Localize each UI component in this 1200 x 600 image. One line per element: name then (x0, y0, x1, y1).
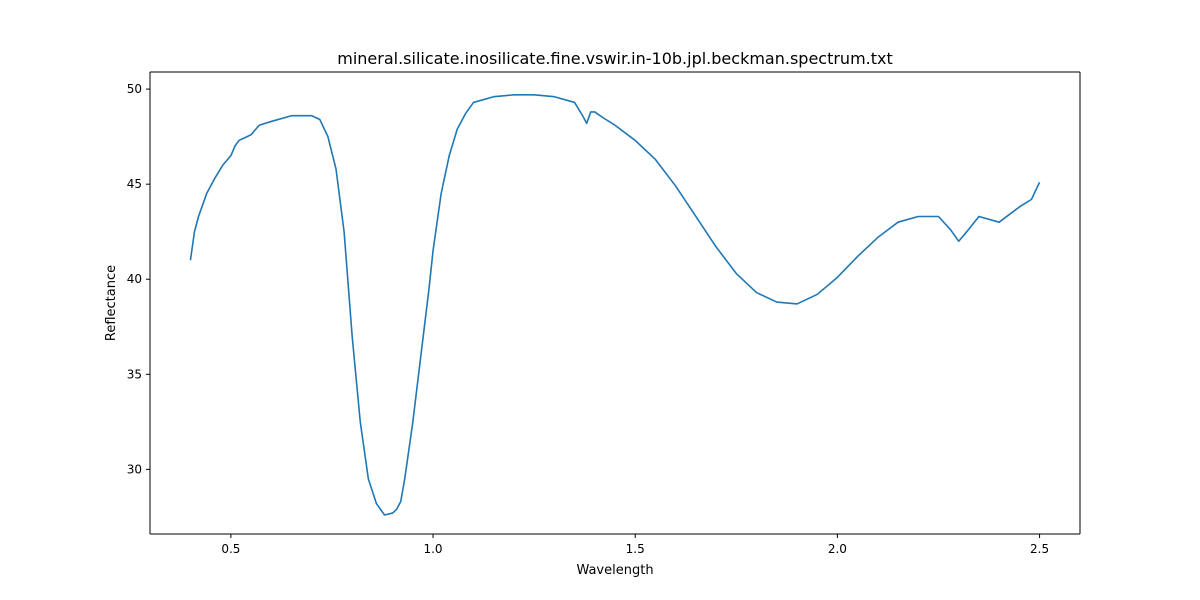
series-layer (189, 94, 1041, 516)
x-tick-label: 1.0 (423, 542, 442, 556)
x-axis-label: Wavelength (576, 563, 653, 578)
series-line-0 (189, 94, 1041, 516)
plot-area (150, 72, 1080, 534)
x-tick-label: 0.5 (221, 542, 240, 556)
x-tick-label: 2.0 (828, 542, 847, 556)
y-tick-label: 40 (127, 272, 142, 286)
chart-title: mineral.silicate.inosilicate.fine.vswir.… (337, 49, 893, 68)
x-axis-ticks: 0.5 1.0 1.5 2.0 2.5 (221, 534, 1049, 556)
x-tick-label: 1.5 (626, 542, 645, 556)
y-tick-label: 50 (127, 82, 142, 96)
y-axis-ticks: 30 35 40 45 50 (127, 82, 150, 476)
y-tick-label: 45 (127, 177, 142, 191)
y-tick-label: 35 (127, 367, 142, 381)
y-tick-label: 30 (127, 462, 142, 476)
y-axis-label: Reflectance (104, 265, 119, 341)
x-tick-label: 2.5 (1030, 542, 1049, 556)
